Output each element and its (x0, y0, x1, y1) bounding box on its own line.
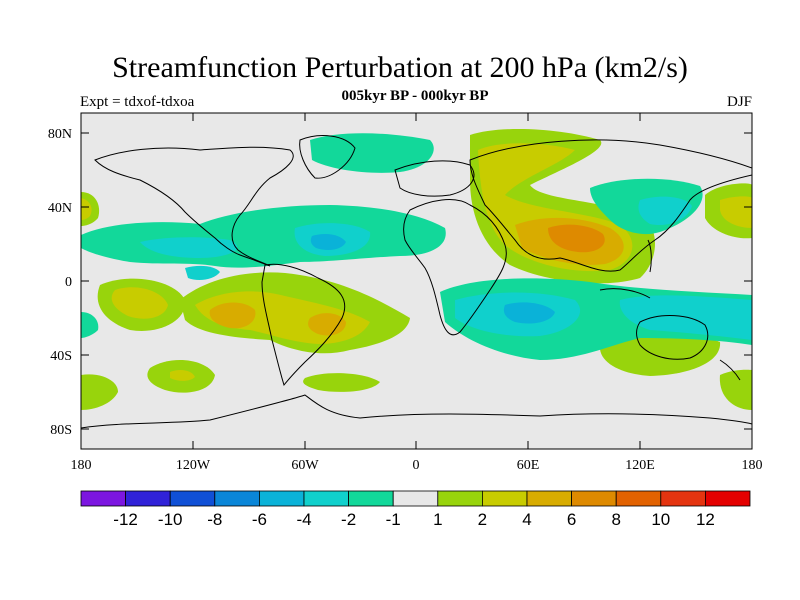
colorbar-swatch (348, 490, 394, 507)
colorbar-swatch (571, 490, 617, 507)
contour-positive-satl (303, 373, 380, 392)
contour-negative-tropical-pac (185, 265, 220, 280)
europe-coast (394, 160, 475, 197)
map-title: Streamfunction Perturbation at 200 hPa (… (112, 51, 688, 84)
season-label: DJF (726, 94, 752, 110)
contour-positive-nw-corner-2 (81, 198, 92, 220)
colorbar-swatch (125, 490, 171, 507)
australia-coast (636, 315, 709, 360)
colorbar-swatch (615, 490, 662, 507)
lat-tick-label: 0 (65, 275, 72, 290)
colorbar-swatch (80, 490, 126, 507)
lat-tick-label: 80S (50, 423, 72, 438)
contour-negative-maritime (619, 295, 752, 340)
contour-negative-npac-atl-2 (140, 237, 238, 258)
new-zealand-coast (719, 359, 741, 381)
colorbar-label: 6 (567, 510, 576, 529)
contour-positive-samerica-4a (209, 302, 256, 329)
colorbar-swatch (660, 490, 706, 507)
colorbar-label: 12 (696, 510, 715, 529)
lat-axis (81, 132, 752, 430)
colorbar-label: -4 (296, 510, 311, 529)
colorbar-label: -6 (252, 510, 267, 529)
contour-positive-sp-lower-2 (170, 369, 195, 381)
lon-tick-label: 120E (625, 458, 655, 473)
indonesia-coast (599, 288, 651, 299)
colorbar-swatch (481, 490, 528, 507)
lon-axis (80, 113, 753, 449)
contour-negative-natl-4 (310, 234, 346, 250)
lon-tick-label: 180 (742, 458, 763, 473)
colorbar-swatch (214, 490, 260, 507)
philippines-coast (647, 239, 652, 273)
colorbar-label: 4 (522, 510, 531, 529)
colorbar-swatch (169, 490, 216, 507)
colorbar-swatch (303, 490, 349, 507)
north-america-coast (94, 146, 294, 267)
lat-tick-label: 80N (48, 127, 72, 142)
antarctica-coast (81, 394, 752, 429)
lon-tick-label: 60W (291, 458, 319, 473)
contour-positive-se-pacific (719, 369, 752, 410)
lon-tick-label: 120W (176, 458, 211, 473)
contour-negative-ind-ocean-4 (503, 302, 555, 324)
colorbar-swatch (437, 490, 483, 507)
contour-positive-sw-corner (81, 374, 118, 410)
greenland-coast (299, 135, 356, 179)
colorbar: -12 -10 -8 -6 -4 -2 -1 1 2 4 6 8 10 12 (80, 490, 751, 529)
contour-negative-sp-west (81, 312, 99, 338)
plot-background (81, 113, 752, 449)
contour-positive-spacific-2 (111, 287, 168, 319)
africa-coast (403, 199, 507, 336)
colorbar-swatch (392, 490, 439, 507)
coastlines (81, 135, 752, 429)
contour-positive-asia-6 (548, 224, 605, 253)
contour-positive-samerica-4b (308, 313, 346, 336)
lon-tick-label: 60E (517, 458, 540, 473)
south-america-coast (261, 263, 346, 387)
colorbar-label: 10 (651, 510, 670, 529)
asia-coast (469, 139, 752, 272)
contour-negative-arctic (310, 133, 434, 173)
colorbar-label: -1 (386, 510, 401, 529)
colorbar-swatch (526, 490, 572, 507)
contour-fills (81, 128, 752, 410)
colorbar-label: -10 (158, 510, 183, 529)
lat-tick-label: 40S (50, 349, 72, 364)
colorbar-swatch (258, 490, 305, 507)
map-subtitle: 005kyr BP - 000kyr BP (341, 88, 489, 104)
experiment-label: Expt = tdxof-tdxoa (80, 94, 195, 110)
colorbar-label: -12 (113, 510, 138, 529)
contour-positive-south-ind (599, 334, 721, 376)
colorbar-label: -2 (341, 510, 356, 529)
colorbar-label: 2 (478, 510, 487, 529)
lon-tick-label: 0 (413, 458, 420, 473)
lon-tick-label: 180 (71, 458, 92, 473)
colorbar-label: 8 (611, 510, 620, 529)
lat-tick-label: 40N (48, 201, 72, 216)
colorbar-label: -8 (207, 510, 222, 529)
contour-positive-wpac-2 (720, 196, 752, 228)
colorbar-swatch (705, 490, 751, 507)
colorbar-label: 1 (433, 510, 442, 529)
contour-negative-wpac-mid-2 (638, 196, 692, 226)
